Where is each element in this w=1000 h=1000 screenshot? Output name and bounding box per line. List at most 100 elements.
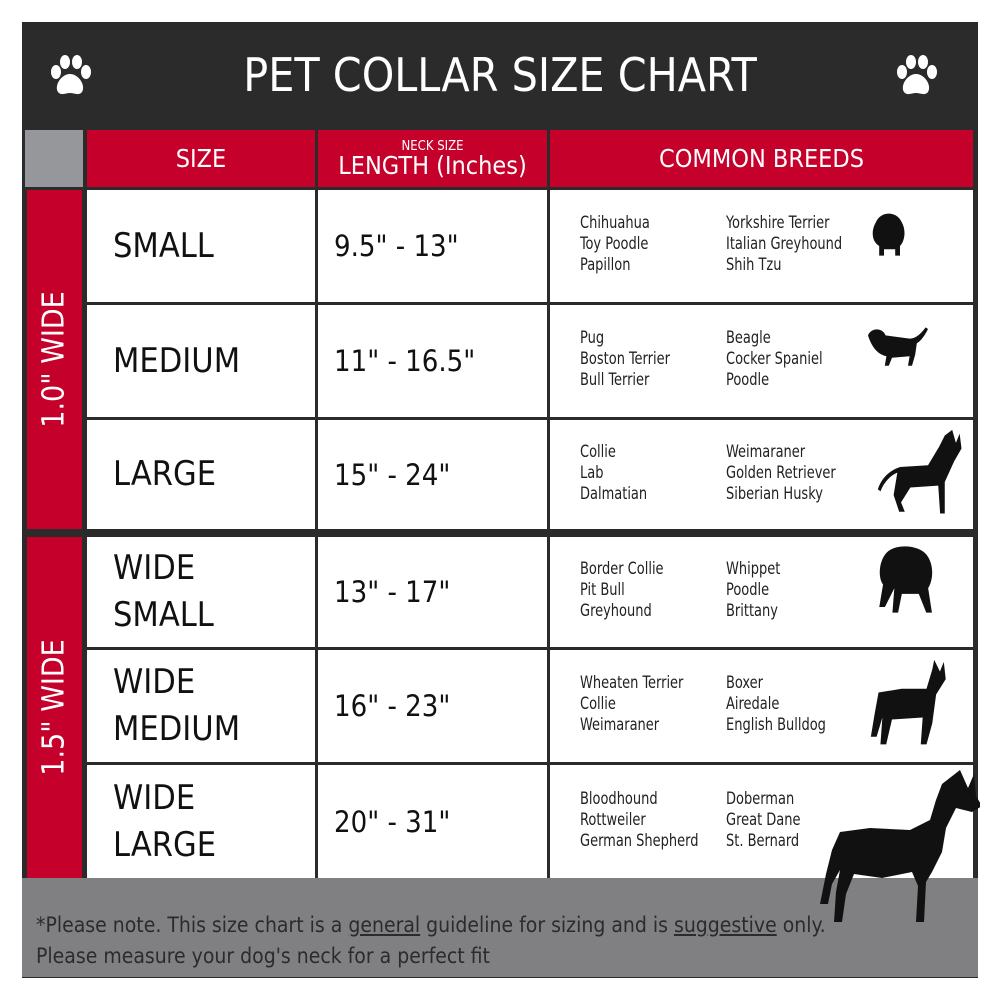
- breed-name: Brittany: [726, 601, 778, 621]
- breed-name: Collie: [580, 694, 616, 714]
- breed-name: Weimaraner: [580, 715, 660, 735]
- dog-silhouette-icon: [868, 327, 928, 366]
- note-underline: suggestive: [673, 913, 777, 937]
- doberman-silhouette-icon: [820, 770, 980, 922]
- length-cell: 13" - 17": [318, 537, 547, 647]
- size-line: WIDE: [113, 777, 196, 818]
- size-line: MEDIUM: [113, 709, 241, 749]
- breed-name: Border Collie: [580, 559, 664, 579]
- size-label: WIDE MEDIUM: [113, 659, 240, 753]
- size-line: MEDIUM: [113, 340, 241, 381]
- size-line: LARGE: [113, 824, 217, 865]
- note-underline: general: [348, 913, 421, 937]
- dog-silhouette-icon: [870, 659, 946, 745]
- breed-name: Bull Terrier: [580, 370, 650, 390]
- size-label: MEDIUM: [113, 338, 240, 385]
- dog-silhouette-icon: [872, 213, 905, 256]
- breed-name: Poodle: [726, 580, 770, 600]
- size-cell: WIDE MEDIUM: [87, 650, 315, 762]
- breed-name: Boston Terrier: [580, 349, 670, 369]
- breed-list: Border Collie Pit Bull Greyhound: [580, 559, 664, 622]
- breed-name: Whippet: [726, 559, 781, 579]
- breed-name: Weimaraner: [726, 441, 806, 462]
- breed-name: Airedale: [726, 694, 780, 714]
- breed-name: Beagle: [726, 328, 771, 348]
- group-band-1-5-wide: 1.5" WIDE: [27, 537, 82, 878]
- footer-line-1: *Please note. This size chart is a gener…: [36, 910, 978, 941]
- breed-list: Chihuahua Toy Poodle Papillon: [580, 213, 650, 276]
- breed-list: Wheaten Terrier Collie Weimaraner: [580, 673, 683, 736]
- breed-name: Dalmatian: [580, 483, 648, 504]
- length-cell: 16" - 23": [318, 650, 547, 762]
- breed-name: Chihuahua: [580, 213, 650, 233]
- group-label: 1.0" WIDE: [37, 291, 72, 428]
- size-cell: SMALL: [87, 190, 315, 302]
- breed-list: Whippet Poodle Brittany: [726, 559, 780, 622]
- breed-list: Yorkshire Terrier Italian Greyhound Shih T…: [726, 213, 842, 276]
- breeds-cell: Border Collie Pit Bull Greyhound Whippet Poo…: [550, 537, 973, 647]
- corner-cell: [25, 130, 83, 187]
- header-breeds-label: COMMON BREEDS: [659, 144, 864, 173]
- length-cell: 15" - 24": [318, 420, 547, 529]
- breed-name: Great Dane: [726, 809, 801, 830]
- page-title: PET COLLAR SIZE CHART: [22, 22, 978, 128]
- breeds-cell: Wheaten Terrier Collie Weimaraner Boxer Aire…: [550, 650, 973, 762]
- breed-name: St. Bernard: [726, 830, 800, 851]
- breed-name: Collie: [580, 441, 616, 462]
- breed-name: Toy Poodle: [580, 234, 649, 254]
- breed-name: Yorkshire Terrier: [726, 213, 830, 233]
- breeds-cell: Collie Lab Dalmatian Weimaraner Golden Retri…: [550, 420, 973, 529]
- length-cell: 9.5" - 13": [318, 190, 547, 302]
- size-label: WIDE SMALL: [113, 545, 214, 639]
- breed-name: Boxer: [726, 673, 764, 693]
- size-line: WIDE: [113, 662, 196, 702]
- breed-name: German Shepherd: [580, 830, 699, 851]
- size-cell: MEDIUM: [87, 305, 315, 417]
- footer-line-2: Please measure your dog's neck for a per…: [36, 944, 490, 968]
- footer-note: *Please note. This size chart is a gener…: [22, 878, 978, 977]
- header-size-label: SIZE: [175, 144, 227, 173]
- breed-name: Cocker Spaniel: [726, 349, 823, 369]
- size-cell: LARGE: [87, 420, 315, 529]
- breed-name: Doberman: [726, 788, 795, 809]
- breed-list: Collie Lab Dalmatian: [580, 442, 647, 505]
- breed-name: English Bulldog: [726, 715, 826, 735]
- size-line: WIDE: [113, 548, 196, 588]
- breed-list: Doberman Great Dane St. Bernard: [726, 789, 801, 852]
- breed-list: Bloodhound Rottweiler German Shepherd: [580, 789, 699, 852]
- breed-name: Golden Retriever: [726, 462, 836, 483]
- breed-name: Shih Tzu: [726, 255, 782, 275]
- group-band-1-0-wide: 1.0" WIDE: [27, 190, 82, 529]
- length-cell: 20" - 31": [318, 765, 547, 878]
- header-breeds: COMMON BREEDS: [550, 130, 973, 187]
- breed-name: Pit Bull: [580, 580, 625, 600]
- breed-list: Pug Boston Terrier Bull Terrier: [580, 328, 670, 391]
- breed-list: Beagle Cocker Spaniel Poodle: [726, 328, 823, 391]
- note-text: *Please note. This size chart is a: [36, 913, 349, 937]
- size-line: SMALL: [113, 225, 214, 266]
- header-length-sub: NECK SIZE: [401, 138, 464, 154]
- size-line: LARGE: [113, 454, 217, 494]
- breeds-cell: Pug Boston Terrier Bull Terrier Beagle Cocke…: [550, 305, 973, 417]
- breeds-cell: Chihuahua Toy Poodle Papillon Yorkshire Ter…: [550, 190, 973, 302]
- size-cell: WIDE SMALL: [87, 537, 315, 647]
- dog-silhouette-icon: [877, 429, 962, 514]
- length-cell: 11" - 16.5": [318, 305, 547, 417]
- breed-name: Lab: [580, 462, 604, 483]
- breed-name: Wheaten Terrier: [580, 673, 684, 693]
- breed-list: Weimaraner Golden Retriever Siberian Husky: [726, 442, 836, 505]
- paw-icon: [51, 55, 91, 95]
- breed-name: Greyhound: [580, 601, 652, 621]
- breed-name: Italian Greyhound: [726, 234, 843, 254]
- breed-list: Boxer Airedale English Bulldog: [726, 673, 826, 736]
- breeds-cell: Bloodhound Rottweiler German Shepherd Dober…: [550, 765, 973, 878]
- size-label: WIDE LARGE: [113, 775, 216, 869]
- header-length-label: LENGTH (Inches): [338, 150, 527, 180]
- size-label: SMALL: [113, 223, 214, 270]
- size-cell: WIDE LARGE: [87, 765, 315, 878]
- breed-name: Rottweiler: [580, 809, 646, 830]
- group-label: 1.5" WIDE: [37, 639, 72, 776]
- breed-name: Poodle: [726, 370, 770, 390]
- note-text: guideline for sizing and is: [420, 913, 674, 937]
- breed-name: Siberian Husky: [726, 483, 823, 504]
